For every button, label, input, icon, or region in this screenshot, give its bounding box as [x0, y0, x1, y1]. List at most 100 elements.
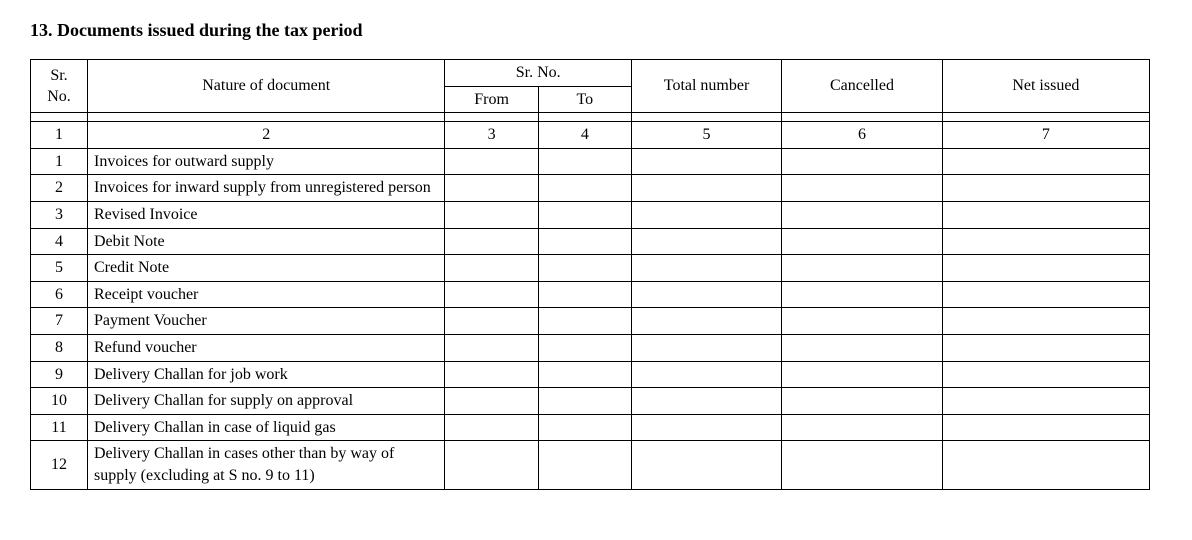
header-sr-no: Sr. No. [31, 60, 88, 113]
cell-nature: Payment Voucher [87, 308, 444, 335]
table-row: 8 Refund voucher [31, 334, 1150, 361]
cell-cancelled [782, 148, 943, 175]
cell-net [942, 228, 1149, 255]
table-row: 6 Receipt voucher [31, 281, 1150, 308]
cell-to [538, 175, 631, 202]
cell-from [445, 441, 538, 489]
cell-from [445, 175, 538, 202]
cell-sr: 9 [31, 361, 88, 388]
table-row: 7 Payment Voucher [31, 308, 1150, 335]
cell-net [942, 308, 1149, 335]
table-index-row: 1 2 3 4 5 6 7 [31, 122, 1150, 149]
section-heading: 13. Documents issued during the tax peri… [30, 20, 1162, 41]
table-row: 1 Invoices for outward supply [31, 148, 1150, 175]
cell-from [445, 388, 538, 415]
cell-cancelled [782, 281, 943, 308]
cell-from [445, 201, 538, 228]
cell-nature: Revised Invoice [87, 201, 444, 228]
cell-net [942, 334, 1149, 361]
cell-net [942, 361, 1149, 388]
cell-total [631, 148, 781, 175]
table-row: 4 Debit Note [31, 228, 1150, 255]
cell-net [942, 175, 1149, 202]
cell-from [445, 414, 538, 441]
col-index-2: 2 [87, 122, 444, 149]
cell-total [631, 228, 781, 255]
table-row: 3 Revised Invoice [31, 201, 1150, 228]
cell-total [631, 361, 781, 388]
cell-cancelled [782, 441, 943, 489]
cell-to [538, 148, 631, 175]
cell-nature: Delivery Challan in cases other than by … [87, 441, 444, 489]
cell-total [631, 441, 781, 489]
cell-total [631, 308, 781, 335]
cell-from [445, 148, 538, 175]
cell-nature: Invoices for inward supply from unregist… [87, 175, 444, 202]
cell-sr: 1 [31, 148, 88, 175]
cell-nature: Delivery Challan in case of liquid gas [87, 414, 444, 441]
cell-total [631, 255, 781, 282]
col-index-3: 3 [445, 122, 538, 149]
col-index-6: 6 [782, 122, 943, 149]
cell-total [631, 175, 781, 202]
col-index-1: 1 [31, 122, 88, 149]
cell-to [538, 441, 631, 489]
documents-table: Sr. No. Nature of document Sr. No. Total… [30, 59, 1150, 490]
cell-to [538, 228, 631, 255]
cell-sr: 6 [31, 281, 88, 308]
cell-net [942, 201, 1149, 228]
cell-cancelled [782, 334, 943, 361]
cell-to [538, 361, 631, 388]
cell-nature: Credit Note [87, 255, 444, 282]
table-row: 2 Invoices for inward supply from unregi… [31, 175, 1150, 202]
cell-cancelled [782, 175, 943, 202]
cell-cancelled [782, 308, 943, 335]
cell-net [942, 281, 1149, 308]
cell-to [538, 388, 631, 415]
col-index-5: 5 [631, 122, 781, 149]
col-index-4: 4 [538, 122, 631, 149]
cell-nature: Refund voucher [87, 334, 444, 361]
header-total: Total number [631, 60, 781, 113]
cell-total [631, 281, 781, 308]
table-spacer-row [31, 113, 1150, 122]
cell-net [942, 255, 1149, 282]
cell-total [631, 388, 781, 415]
cell-nature: Delivery Challan for supply on approval [87, 388, 444, 415]
cell-cancelled [782, 361, 943, 388]
table-row: 9 Delivery Challan for job work [31, 361, 1150, 388]
cell-from [445, 228, 538, 255]
cell-nature: Debit Note [87, 228, 444, 255]
cell-total [631, 334, 781, 361]
cell-sr: 2 [31, 175, 88, 202]
cell-total [631, 414, 781, 441]
header-cancelled: Cancelled [782, 60, 943, 113]
cell-nature: Invoices for outward supply [87, 148, 444, 175]
cell-sr: 4 [31, 228, 88, 255]
table-row: 10 Delivery Challan for supply on approv… [31, 388, 1150, 415]
cell-cancelled [782, 228, 943, 255]
cell-from [445, 281, 538, 308]
cell-from [445, 361, 538, 388]
header-to: To [538, 86, 631, 113]
cell-nature: Receipt voucher [87, 281, 444, 308]
table-row: 11 Delivery Challan in case of liquid ga… [31, 414, 1150, 441]
cell-sr: 12 [31, 441, 88, 489]
cell-to [538, 201, 631, 228]
cell-to [538, 281, 631, 308]
cell-from [445, 308, 538, 335]
cell-cancelled [782, 414, 943, 441]
cell-nature: Delivery Challan for job work [87, 361, 444, 388]
cell-sr: 3 [31, 201, 88, 228]
cell-from [445, 334, 538, 361]
header-sr-no-group: Sr. No. [445, 60, 632, 87]
cell-sr: 7 [31, 308, 88, 335]
cell-sr: 11 [31, 414, 88, 441]
cell-from [445, 255, 538, 282]
cell-net [942, 441, 1149, 489]
cell-to [538, 334, 631, 361]
header-nature: Nature of document [87, 60, 444, 113]
cell-cancelled [782, 201, 943, 228]
table-row: 12 Delivery Challan in cases other than … [31, 441, 1150, 489]
cell-to [538, 255, 631, 282]
